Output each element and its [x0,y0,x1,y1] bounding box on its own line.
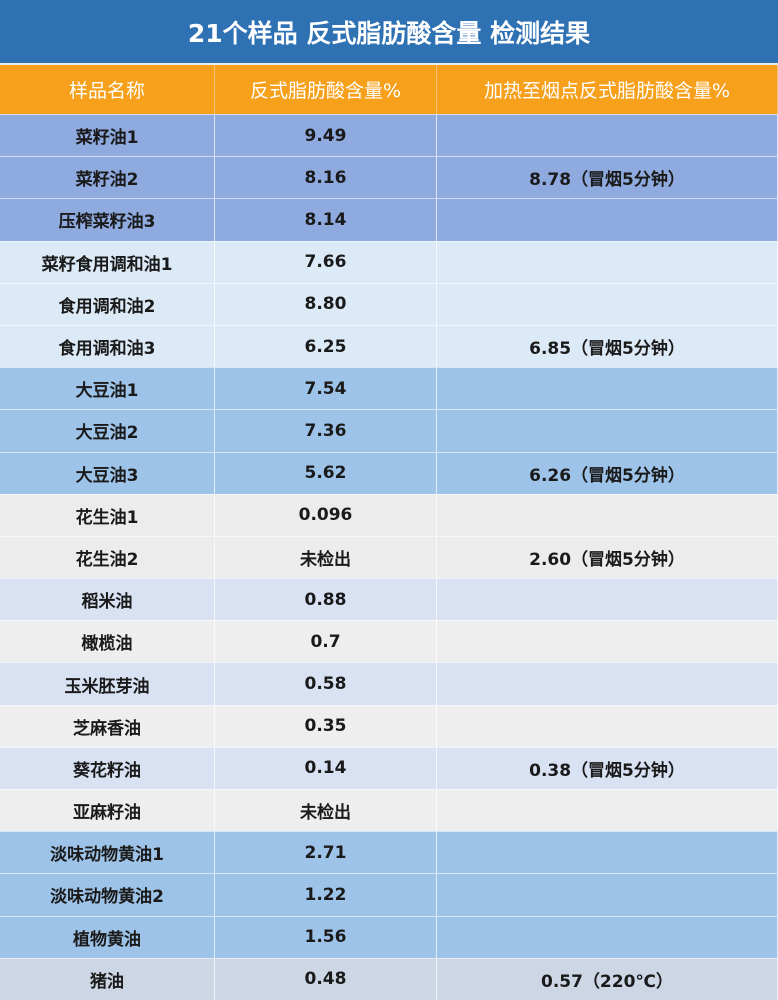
table-row: 玉米胚芽油 0.58 [0,662,778,705]
trans-fat-cell: 未检出 [215,790,437,832]
heated-trans-fat-cell: 0.57（220℃） [437,958,778,1000]
table-row: 压榨菜籽油3 8.14 [0,198,778,241]
table-body: 菜籽油1 9.49 菜籽油2 8.16 8.78（冒烟5分钟） 压榨菜籽油3 8.14 菜籽食… [0,114,778,1000]
sample-name-cell: 玉米胚芽油 [0,663,215,705]
sample-name-cell: 亚麻籽油 [0,790,215,832]
sample-name-cell: 淡味动物黄油2 [0,874,215,916]
sample-name-cell: 猪油 [0,958,215,1000]
sample-name-cell: 菜籽食用调和油1 [0,241,215,283]
trans-fat-cell: 8.80 [215,283,437,325]
table-row: 猪油 0.48 0.57（220℃） [0,957,778,1000]
trans-fat-cell: 0.096 [215,494,437,536]
sample-name-cell: 葵花籽油 [0,747,215,789]
trans-fat-cell: 7.66 [215,241,437,283]
table-row: 食用调和油3 6.25 6.85（冒烟5分钟） [0,324,778,368]
sample-name-cell: 大豆油1 [0,368,215,410]
table-row: 菜籽食用调和油1 7.66 [0,240,778,283]
trans-fat-cell: 1.56 [215,916,437,958]
sample-name-cell: 大豆油2 [0,410,215,452]
sample-name-cell: 花生油2 [0,536,215,579]
heated-trans-fat-cell [437,283,778,325]
table-row: 淡味动物黄油2 1.22 [0,873,778,916]
heated-trans-fat-cell [437,663,778,705]
heated-trans-fat-cell [437,115,778,157]
trans-fat-cell: 5.62 [215,452,437,494]
heated-trans-fat-cell [437,790,778,832]
table-row: 大豆油1 7.54 [0,367,778,410]
table-row: 大豆油2 7.36 [0,409,778,452]
table-row: 食用调和油2 8.80 [0,282,778,325]
heated-trans-fat-cell: 6.26（冒烟5分钟） [437,452,778,494]
header-sample-name: 样品名称 [0,65,215,114]
heated-trans-fat-cell: 2.60（冒烟5分钟） [437,536,778,579]
table-row: 花生油2 未检出 2.60（冒烟5分钟） [0,535,778,579]
trans-fat-cell: 9.49 [215,115,437,157]
heated-trans-fat-cell [437,874,778,916]
sample-name-cell: 食用调和油3 [0,325,215,368]
trans-fat-cell: 0.88 [215,579,437,621]
heated-trans-fat-cell [437,199,778,241]
sample-name-cell: 食用调和油2 [0,283,215,325]
table-row: 芝麻香油 0.35 [0,704,778,747]
sample-name-cell: 大豆油3 [0,452,215,494]
heated-trans-fat-cell [437,621,778,663]
header-heated-trans-fat: 加热至烟点反式脂肪酸含量% [437,65,778,114]
heated-trans-fat-cell [437,579,778,621]
header-trans-fat: 反式脂肪酸含量% [215,65,437,114]
table-header: 样品名称 反式脂肪酸含量% 加热至烟点反式脂肪酸含量% [0,65,778,114]
trans-fat-cell: 8.16 [215,157,437,199]
sample-name-cell: 压榨菜籽油3 [0,199,215,241]
table-row: 淡味动物黄油1 2.71 [0,831,778,874]
heated-trans-fat-cell: 0.38（冒烟5分钟） [437,747,778,789]
trans-fat-cell: 7.54 [215,368,437,410]
trans-fat-cell: 2.71 [215,832,437,874]
trans-fat-cell: 0.58 [215,663,437,705]
table-row: 花生油1 0.096 [0,493,778,536]
heated-trans-fat-cell [437,368,778,410]
table-row: 菜籽油2 8.16 8.78（冒烟5分钟） [0,156,778,199]
trans-fat-cell: 6.25 [215,325,437,368]
sample-name-cell: 菜籽油2 [0,157,215,199]
heated-trans-fat-cell: 8.78（冒烟5分钟） [437,157,778,199]
trans-fat-cell: 7.36 [215,410,437,452]
heated-trans-fat-cell [437,832,778,874]
heated-trans-fat-cell [437,916,778,958]
table-row: 亚麻籽油 未检出 [0,789,778,832]
heated-trans-fat-cell [437,241,778,283]
heated-trans-fat-cell [437,494,778,536]
table-row: 橄榄油 0.7 [0,620,778,663]
sample-name-cell: 植物黄油 [0,916,215,958]
table-row: 植物黄油 1.56 [0,915,778,958]
table-row: 大豆油3 5.62 6.26（冒烟5分钟） [0,451,778,494]
sample-name-cell: 稻米油 [0,579,215,621]
heated-trans-fat-cell [437,705,778,747]
table-row: 葵花籽油 0.14 0.38（冒烟5分钟） [0,746,778,789]
sample-name-cell: 芝麻香油 [0,705,215,747]
heated-trans-fat-cell: 6.85（冒烟5分钟） [437,325,778,368]
sample-name-cell: 橄榄油 [0,621,215,663]
trans-fat-cell: 8.14 [215,199,437,241]
trans-fat-cell: 0.48 [215,958,437,1000]
table-row: 稻米油 0.88 [0,578,778,621]
page-title: 21个样品 反式脂肪酸含量 检测结果 [0,0,778,65]
sample-name-cell: 花生油1 [0,494,215,536]
trans-fat-cell: 1.22 [215,874,437,916]
sample-name-cell: 菜籽油1 [0,115,215,157]
heated-trans-fat-cell [437,410,778,452]
trans-fat-cell: 0.35 [215,705,437,747]
trans-fat-cell: 0.7 [215,621,437,663]
sample-name-cell: 淡味动物黄油1 [0,832,215,874]
trans-fat-cell: 0.14 [215,747,437,789]
trans-fat-cell: 未检出 [215,536,437,579]
table-row: 菜籽油1 9.49 [0,114,778,157]
